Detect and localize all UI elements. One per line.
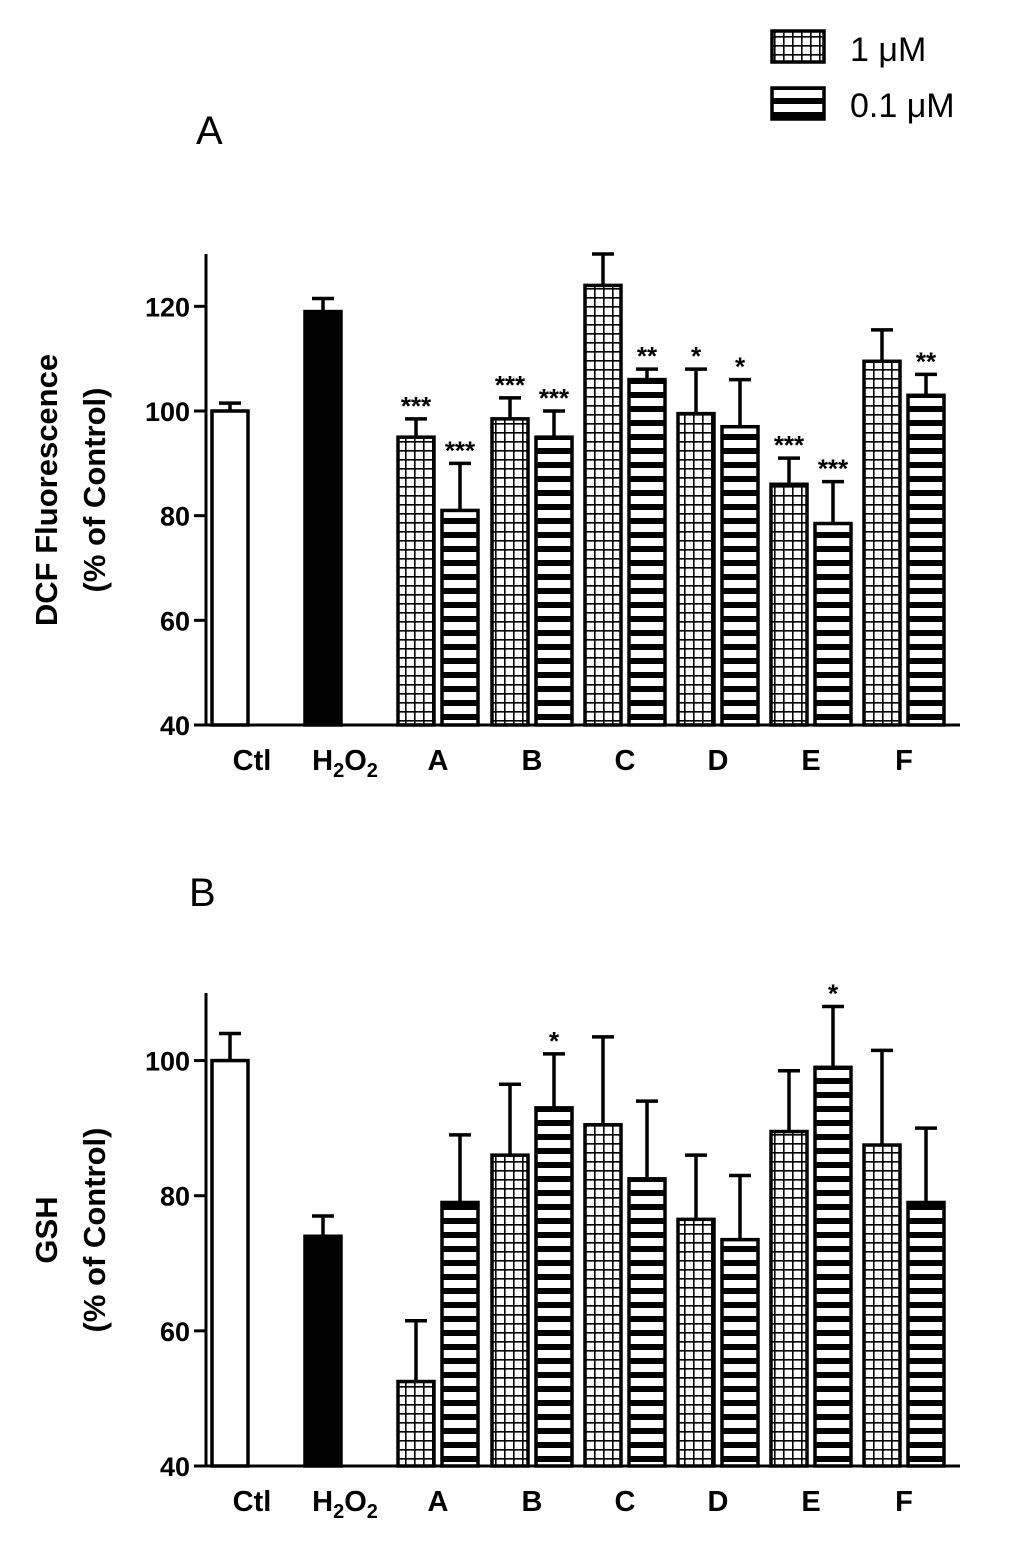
panel-a-sig-e-0-1-m: *** [818, 454, 849, 484]
panel-a-bar-c-0-1-m [627, 377, 667, 727]
panel-a-sig-e-1-m: *** [774, 430, 805, 460]
panel-b-bar-f-0-1-m [906, 1200, 946, 1468]
panel-a-xlabel-b: B [522, 745, 543, 777]
panel-b-xlabel-d: D [708, 1486, 729, 1518]
panel-b-label: B [189, 871, 216, 915]
panel-a-xlabel-d: D [708, 745, 729, 777]
panel-b-ytick-label-100: 100 [145, 1047, 190, 1077]
panel-b-bar-a-0-1-m [440, 1200, 480, 1468]
panel-a-bar-f-1-m [862, 359, 902, 727]
panel-a-bar-b-0-1-m [534, 435, 574, 727]
panel-b-xlabel-f: F [895, 1486, 913, 1518]
panel-b-bar-b-0-1-m [534, 1106, 574, 1468]
panel-a-xlabel-a: A [428, 745, 449, 777]
panel-a-sig-d-0-1-m: * [735, 352, 746, 382]
panel-a-bar-e-0-1-m [813, 521, 853, 727]
panel-a-bar-e-1-m [769, 482, 809, 727]
panel-b-bar-ctl-control [210, 1058, 250, 1468]
panel-b-ytick-label-80: 80 [160, 1182, 190, 1212]
panel-b-xlabel-b: B [522, 1486, 543, 1518]
panel-b-bars: ** [210, 979, 946, 1468]
panel-b-y-ticks: 40 60 80 100 [145, 1047, 206, 1482]
panel-a-sig-b-0-1-m: *** [539, 383, 570, 413]
panel-a-label: A [196, 109, 223, 153]
panel-a-sig-b-1-m: *** [495, 370, 526, 400]
legend-swatch-01uM [770, 86, 826, 121]
panel-b-bar-e-0-1-m [813, 1065, 853, 1468]
panel-b-bar-c-1-m [583, 1123, 623, 1468]
panel-b-x-labels: Ctl H2O2 A B C D E F [233, 1486, 913, 1523]
panel-a-bar-ctl-control [210, 409, 250, 727]
panel-a-ytick-label-60: 60 [160, 606, 190, 636]
panel-a-sig-c-0-1-m: ** [637, 341, 658, 371]
panel-a-bar-a-0-1-m [440, 508, 480, 727]
legend-label-01uM: 0.1 μM [850, 87, 955, 125]
panel-a-xlabel-h2o2: H2O2 [312, 745, 378, 782]
panel-b-xlabel-c: C [615, 1486, 636, 1518]
panel-a-ylabel-line1: DCF Fluorescence [29, 354, 64, 626]
panel-b-bar-e-1-m [769, 1129, 809, 1468]
panel-b-ytick-label-40: 40 [160, 1452, 190, 1482]
panel-a-bar-c-1-m [583, 283, 623, 727]
panel-a-ytick-label-120: 120 [145, 292, 190, 322]
panel-a-bar-f-0-1-m [906, 393, 946, 727]
panel-b-xlabel-a: A [428, 1486, 449, 1518]
panel-b-sig-b-0-1-m: * [549, 1026, 560, 1056]
panel-a-ytick-label-80: 80 [160, 502, 190, 532]
legend-label-1uM: 1 μM [850, 31, 926, 69]
panel-b-xlabel-h2o2: H2O2 [312, 1486, 378, 1523]
panel-b-ylabel-line2: (% of Control) [77, 1128, 112, 1333]
panel-a-bar-d-1-m [676, 411, 716, 727]
panel-a-sig-a-0-1-m: *** [445, 435, 476, 465]
panel-a-sig-d-1-m: * [691, 341, 702, 371]
panel-a-y-ticks: 40 60 80 100 120 [145, 292, 206, 741]
panel-a-bar-d-0-1-m [720, 424, 760, 727]
panel-b-bar-b-1-m [490, 1153, 530, 1468]
panel-a-bars: ****************** ****** [210, 252, 946, 727]
panel-a-ytick-label-100: 100 [145, 397, 190, 427]
panel-a-xlabel-e: E [801, 745, 820, 777]
panel-b-ytick-label-60: 60 [160, 1317, 190, 1347]
panel-b-sig-e-0-1-m: * [828, 979, 839, 1009]
panel-b-bar-d-1-m [676, 1217, 716, 1468]
panel-a-bar-b-1-m [490, 417, 530, 727]
panel-a-ylabel-line2: (% of Control) [77, 388, 112, 593]
legend: 1 μM 0.1 μM [770, 29, 955, 125]
panel-b-ylabel-line1: GSH [29, 1196, 64, 1263]
panel-a-sig-a-1-m: *** [401, 391, 432, 421]
panel-a-sig-f-0-1-m: ** [916, 346, 937, 376]
panel-a-xlabel-ctl: Ctl [233, 745, 272, 777]
panel-a-bar-h2o2-h2o2 [303, 309, 343, 727]
legend-swatch-1uM [770, 29, 826, 64]
panel-a-x-labels: Ctl H2O2 A B C D E F [233, 745, 913, 782]
panel-b-bar-c-0-1-m [627, 1177, 667, 1468]
panel-a-xlabel-f: F [895, 745, 913, 777]
panel-b-xlabel-e: E [801, 1486, 820, 1518]
panel-b-bar-h2o2-h2o2 [303, 1234, 343, 1468]
panel-b-bar-f-1-m [862, 1143, 902, 1468]
panel-a-bar-a-1-m [396, 435, 436, 727]
panel-a-ytick-label-40: 40 [160, 711, 190, 741]
panel-b-bar-d-0-1-m [720, 1237, 760, 1468]
panel-b-bar-a-1-m [396, 1379, 436, 1468]
panel-b-xlabel-ctl: Ctl [233, 1486, 272, 1518]
panel-a-xlabel-c: C [615, 745, 636, 777]
